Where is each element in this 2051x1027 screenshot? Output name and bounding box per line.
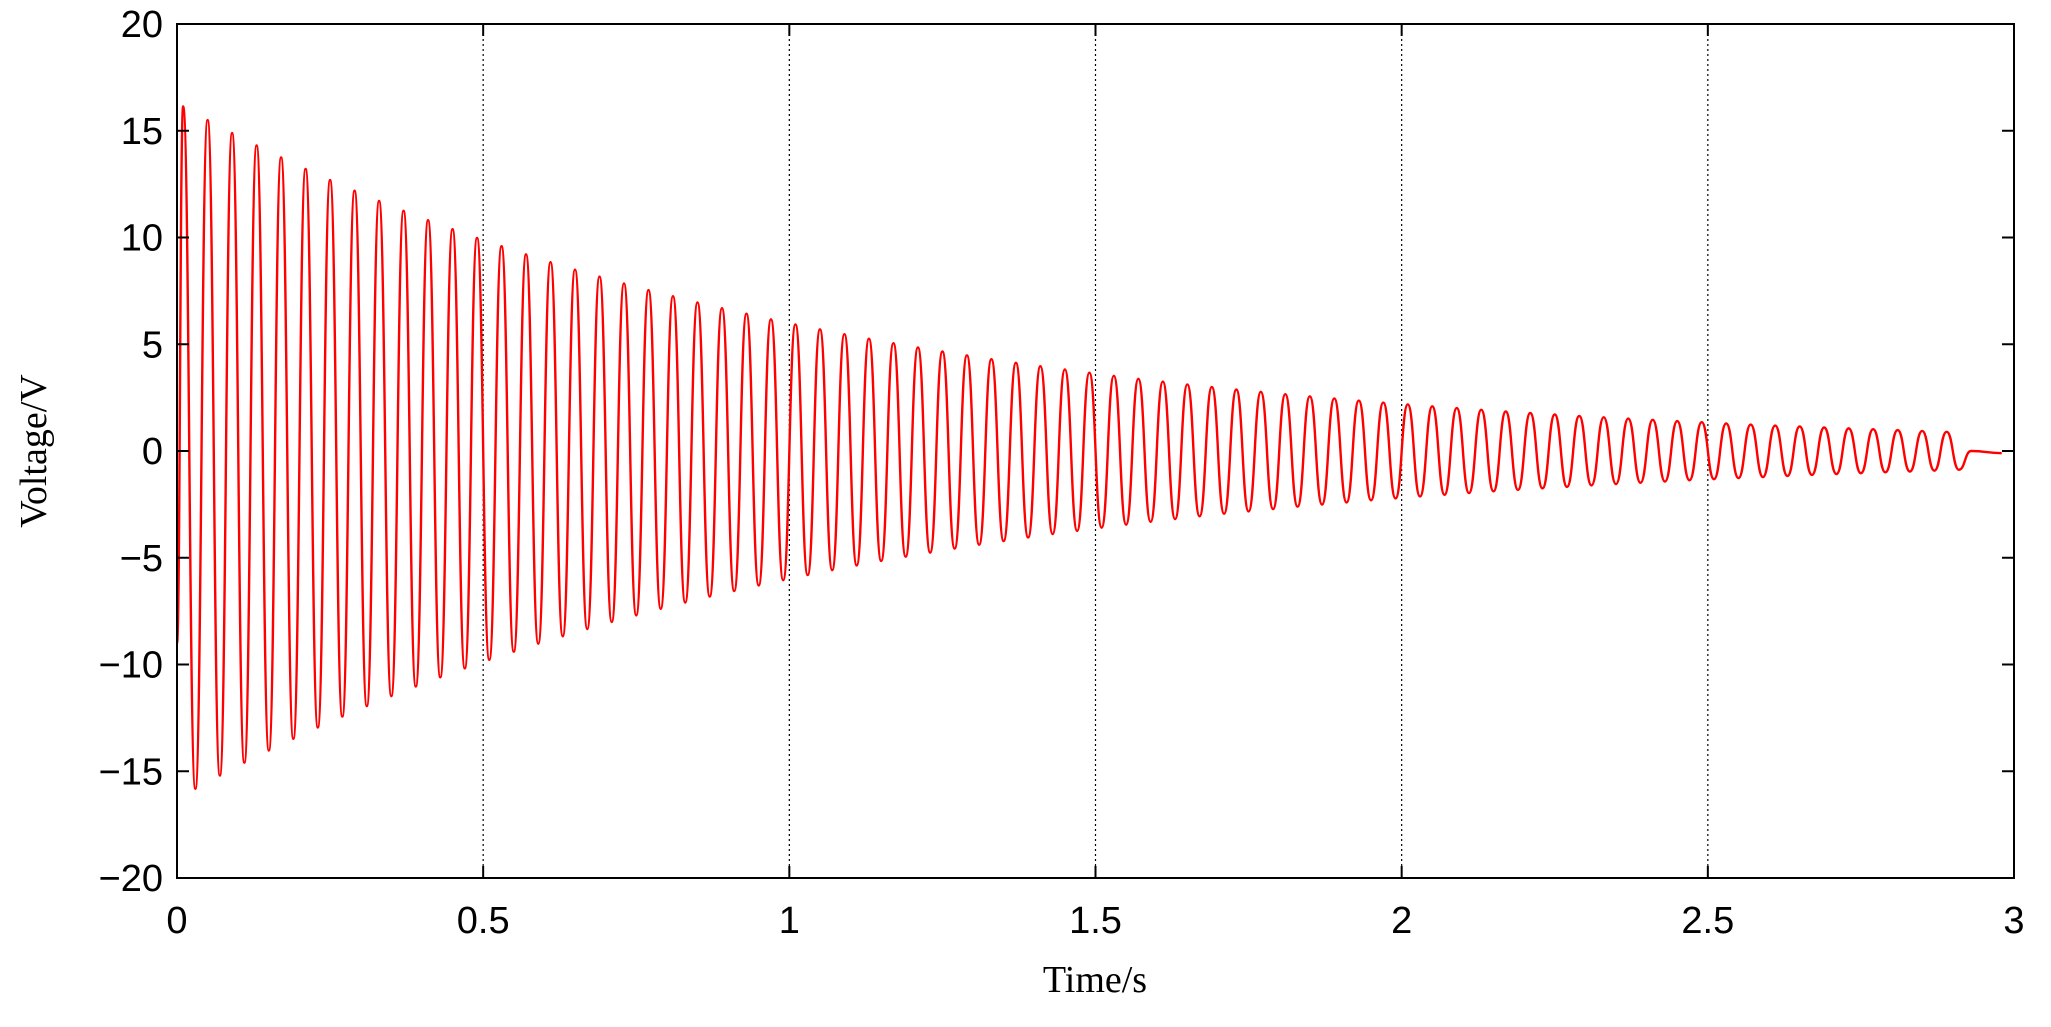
ticks: 0 0.5 1 1.5 2 2.5 3 −20 −15 −10 −5 0 5 10 15 20 [99,4,2025,942]
y-tick-label: 10 [121,218,163,260]
x-axis-title: Time/s [1043,959,1147,1001]
y-tick-label: 20 [121,4,163,46]
x-tick-label: 3 [2003,900,2024,942]
grid [482,24,1709,878]
y-tick-label: −10 [99,645,163,687]
data-line [175,105,2002,790]
x-tick-label: 1.5 [1069,900,1122,942]
y-tick-label: −15 [99,751,163,793]
x-tick-label: 0 [166,900,187,942]
y-tick-label: −20 [99,858,163,900]
x-tick-label: 1 [779,900,800,942]
y-tick-label: 0 [142,431,163,473]
y-axis-title: Voltage/V [13,374,55,528]
x-tick-label: 2.5 [1681,900,1734,942]
plot-area [175,105,2002,790]
x-tick-label: 2 [1391,900,1412,942]
y-tick-label: −5 [120,538,163,580]
x-tick-label: 0.5 [457,900,510,942]
y-tick-label: 5 [142,324,163,366]
y-tick-label: 15 [121,111,163,153]
